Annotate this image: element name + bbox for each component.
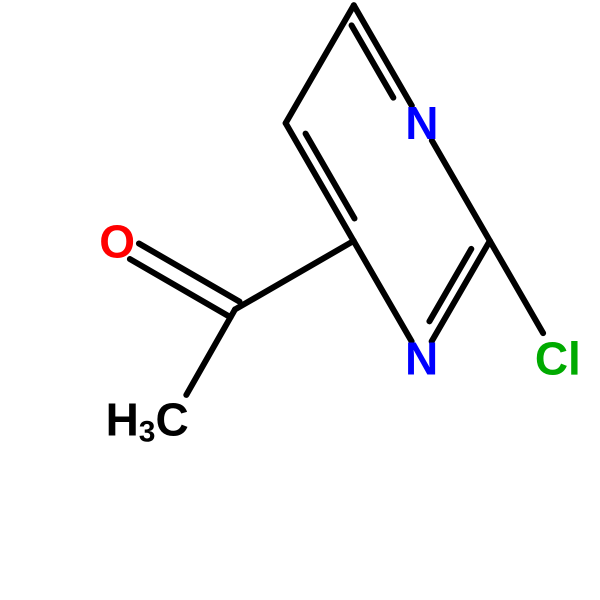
bond-C4-C5-1 [286, 123, 354, 241]
atom-label-Cl: Cl [535, 333, 581, 385]
atom-label-O: O [99, 215, 135, 267]
bond-C6-N1-1 [354, 5, 412, 105]
bond-C7-C8 [161, 309, 259, 394]
atoms-layer: O H3C N N Cl [3, 36, 600, 600]
bond-C2-Cl [490, 241, 543, 333]
bond-N3-C4 [354, 241, 412, 341]
atom-label-C8: H3C [106, 393, 189, 448]
bond-C7-C4 [235, 241, 354, 310]
atom-label-N1: N [405, 97, 438, 149]
molecule-diagram: O H3C N N Cl [0, 0, 600, 600]
bond-N1-C2 [432, 140, 490, 240]
atom-label-N3: N [405, 333, 438, 385]
